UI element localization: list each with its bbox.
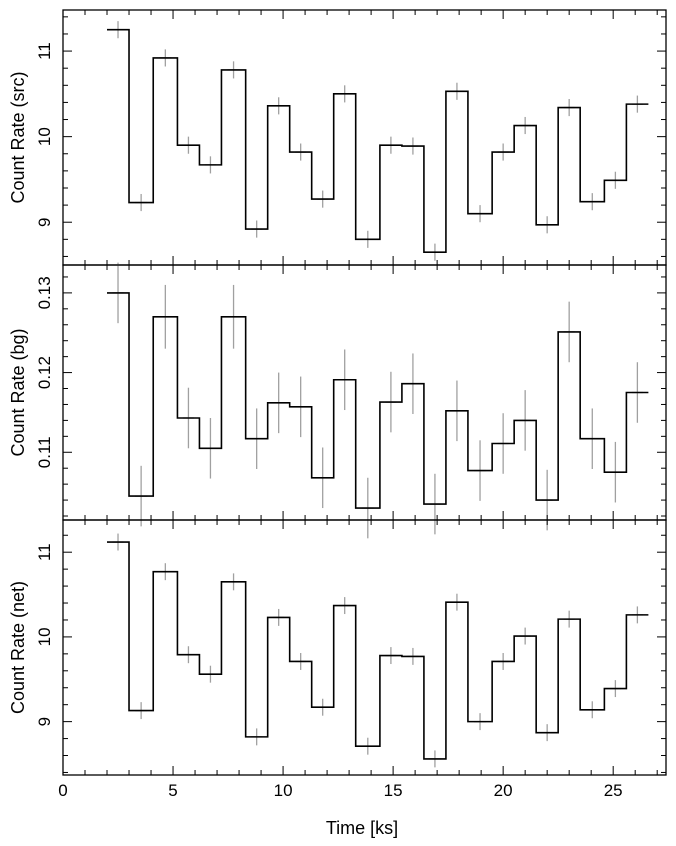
y-tick-label: 11 [35, 42, 54, 60]
step-line-series [107, 541, 649, 760]
x-tick-label: 20 [494, 781, 513, 800]
y-axis-label: Count Rate (bg) [8, 328, 28, 456]
y-tick-label: 0.13 [35, 276, 54, 309]
step-line-series [107, 292, 649, 509]
x-tick-label: 25 [604, 781, 623, 800]
x-tick-label: 0 [58, 781, 67, 800]
y-axis-label: Count Rate (net) [8, 581, 28, 714]
panel-2: 0.11 0.12 0.13 Count Rate (bg) [8, 262, 667, 539]
x-tick-label: 10 [274, 781, 293, 800]
x-tick-label: 5 [168, 781, 177, 800]
x-axis-label: Time [ks] [326, 818, 398, 838]
y-tick-label: 0.12 [35, 356, 54, 389]
y-tick-label: 9 [35, 717, 54, 726]
y-tick-label: 9 [35, 217, 54, 226]
panel-3: 9 10 11 Count Rate (net) [8, 519, 667, 776]
y-tick-label: 10 [35, 127, 54, 146]
y-tick-label: 11 [35, 543, 54, 561]
x-tick-label: 15 [384, 781, 403, 800]
panel-frame [62, 519, 667, 776]
panel-1: 9 10 11 Count Rate (src) [8, 9, 667, 266]
y-tick-label: 10 [35, 627, 54, 646]
y-axis-label: Count Rate (src) [8, 71, 28, 203]
step-line-series [107, 28, 649, 253]
y-tick-label: 0.11 [35, 436, 54, 468]
